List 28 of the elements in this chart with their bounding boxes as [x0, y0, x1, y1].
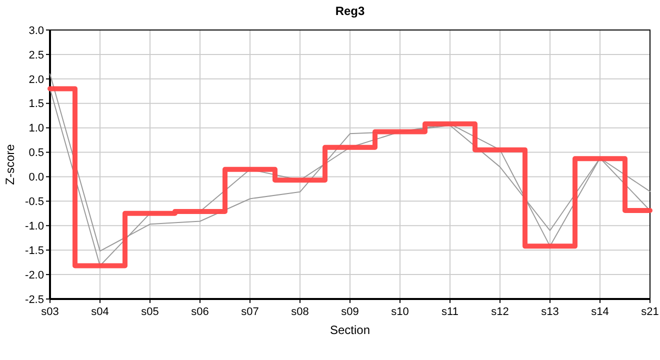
x-tick-label: s21 — [641, 306, 659, 318]
y-tick-label: -1.0 — [25, 220, 44, 232]
y-tick-label: 3.0 — [28, 24, 44, 37]
x-tick-label: s09 — [341, 306, 359, 318]
y-tick-label: 1.5 — [28, 98, 44, 110]
x-tick-label: s08 — [291, 306, 309, 318]
y-tick-label: 2.5 — [28, 49, 44, 62]
y-tick-label: 2.0 — [28, 74, 44, 86]
x-tick-label: s11 — [442, 306, 458, 318]
x-tick-label: s10 — [391, 306, 409, 318]
y-tick-label: 0.0 — [28, 172, 44, 184]
x-tick-label: s03 — [41, 306, 59, 318]
y-tick-label: 1.0 — [28, 122, 44, 135]
y-tick-label: -1.5 — [25, 244, 44, 257]
y-axis-title: Z-score — [3, 144, 17, 185]
x-tick-label: s14 — [591, 306, 609, 318]
y-tick-label: -2.0 — [25, 269, 44, 282]
chart-title: Reg3 — [335, 4, 365, 18]
x-tick-label: s04 — [91, 306, 109, 318]
x-tick-label: s12 — [491, 306, 509, 318]
y-tick-label: -0.5 — [25, 196, 44, 208]
x-tick-label: s07 — [241, 306, 259, 318]
y-tick-label: 0.5 — [28, 147, 44, 160]
y-tick-label: -2.5 — [25, 294, 44, 306]
x-tick-label: s05 — [141, 306, 159, 318]
x-tick-label: s13 — [541, 306, 559, 318]
x-tick-label: s06 — [191, 306, 209, 318]
x-axis-title: Section — [330, 323, 370, 337]
